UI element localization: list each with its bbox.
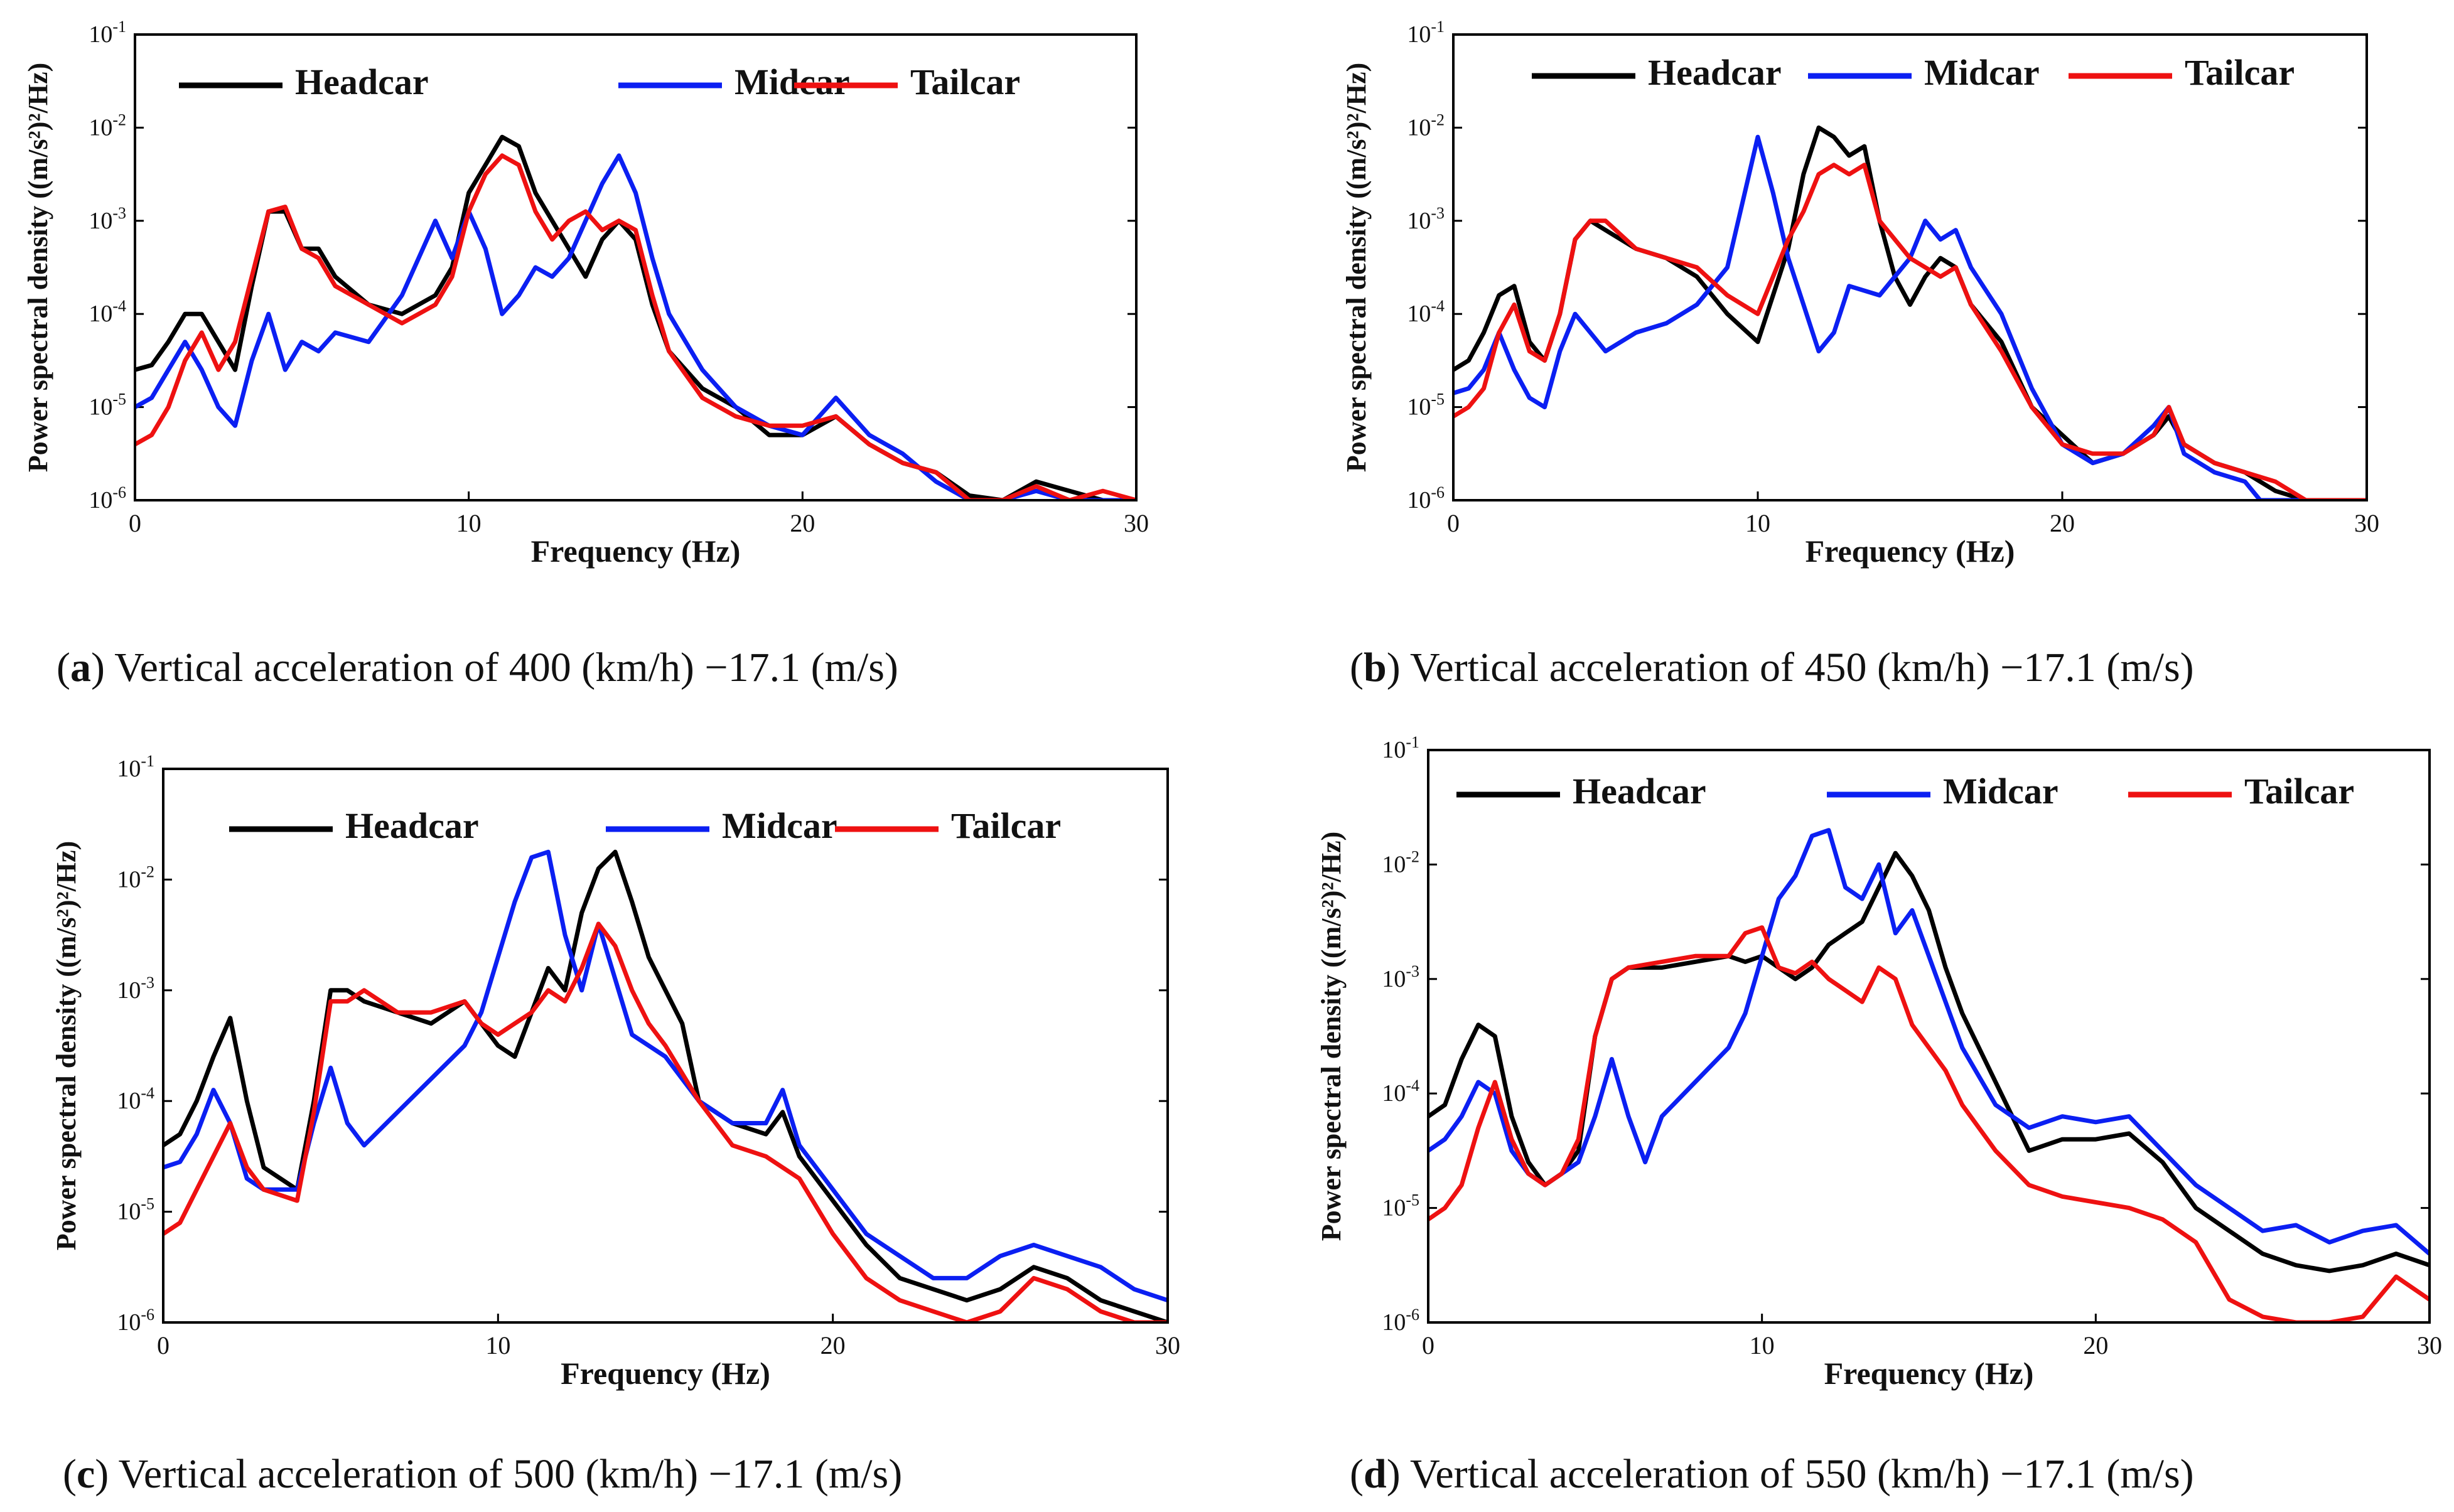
y-tick-label: 10-6: [1382, 1306, 1419, 1336]
x-tick-label: 30: [1155, 1331, 1180, 1359]
legend-label-midcar: Midcar: [1924, 52, 2040, 93]
series-line-headcar: [164, 849, 1166, 1321]
series-line-tailcar: [1429, 925, 2428, 1321]
y-tick-label: 10-4: [117, 1084, 154, 1114]
y-tick-label: 10-6: [117, 1306, 154, 1336]
x-tick-label: 30: [2417, 1331, 2442, 1359]
y-tick-label: 10-5: [1407, 390, 1445, 421]
chart-panel-b: 10-6 10-5 10-4 10-3 10-2 10-1 0 10 20 30 Frequency…: [1341, 18, 2379, 690]
plot-frame: [162, 768, 1169, 1324]
legend-label-midcar: Midcar: [735, 62, 850, 102]
y-axis-label: Power spectral density ((m/s²)²/Hz): [51, 841, 82, 1250]
plot-frame: [1452, 33, 2368, 501]
x-tick-label: 20: [821, 1331, 846, 1359]
legend-label-tailcar: Tailcar: [2244, 771, 2354, 812]
panel-caption: (d) Vertical acceleration of 550 (km/h) …: [1350, 1451, 2194, 1497]
y-tick-label: 10-3: [89, 204, 126, 234]
x-tick-label: 0: [1422, 1331, 1434, 1359]
panel-caption: (b) Vertical acceleration of 450 (km/h) …: [1350, 645, 2194, 690]
legend-label-headcar: Headcar: [1573, 771, 1706, 812]
x-tick-label: 10: [1745, 509, 1770, 537]
plot-frame: [1427, 749, 2431, 1324]
series-line-tailcar: [164, 921, 1166, 1321]
y-tick-label: 10-2: [1382, 847, 1419, 877]
y-tick-label: 10-2: [89, 110, 126, 141]
x-axis-label: Frequency (Hz): [561, 1356, 770, 1391]
x-tick-label: 20: [790, 509, 815, 537]
y-tick-label: 10-2: [1407, 110, 1445, 141]
y-tick-label: 10-1: [1407, 18, 1445, 48]
y-tick-label: 10-5: [117, 1195, 154, 1225]
y-tick-label: 10-1: [117, 752, 154, 782]
x-axis-label: Frequency (Hz): [1806, 533, 2015, 569]
x-tick-label: 10: [485, 1331, 510, 1359]
x-tick-label: 0: [157, 1331, 170, 1359]
y-tick-label: 10-6: [89, 483, 126, 513]
series-line-tailcar: [136, 153, 1135, 499]
legend-label-tailcar: Tailcar: [951, 805, 1061, 846]
x-tick-label: 30: [2354, 509, 2379, 537]
y-axis-label: Power spectral density ((m/s²)²/Hz): [1341, 63, 1372, 472]
legend-label-headcar: Headcar: [345, 805, 479, 846]
x-tick-label: 30: [1124, 509, 1149, 537]
legend-label-tailcar: Tailcar: [2185, 52, 2295, 93]
legend-label-tailcar: Tailcar: [910, 62, 1020, 102]
series-line-midcar: [164, 849, 1166, 1302]
x-tick-label: 0: [1447, 509, 1460, 537]
panel-caption: (c) Vertical acceleration of 500 (km/h) …: [63, 1451, 902, 1497]
y-tick-label: 10-3: [1382, 962, 1419, 992]
y-tick-label: 10-2: [117, 862, 154, 893]
x-tick-label: 20: [2050, 509, 2075, 537]
y-axis-label: Power spectral density ((m/s²)²/Hz): [1316, 832, 1347, 1241]
plot-frame: [134, 33, 1138, 501]
y-axis-label: Power spectral density ((m/s²)²/Hz): [23, 63, 53, 472]
series-line-midcar: [1455, 134, 2365, 499]
y-tick-label: 10-3: [117, 973, 154, 1004]
legend-label-headcar: Headcar: [295, 62, 429, 102]
y-tick-label: 10-6: [1407, 483, 1445, 513]
x-axis-label: Frequency (Hz): [1824, 1356, 2034, 1391]
chart-panel-d: 10-6 10-5 10-4 10-3 10-2 10-1 0 10 20 30 Frequency…: [1316, 733, 2442, 1497]
y-tick-label: 10-3: [1407, 204, 1445, 234]
series-line-midcar: [136, 153, 1135, 499]
chart-panel-c: 10-6 10-5 10-4 10-3 10-2 10-1 0 10 20 30 Frequency…: [51, 752, 1180, 1497]
x-axis-label: Frequency (Hz): [531, 533, 741, 569]
y-tick-label: 10-5: [89, 390, 126, 421]
legend-label-midcar: Midcar: [1943, 771, 2058, 812]
x-tick-label: 10: [456, 509, 482, 537]
x-tick-label: 10: [1750, 1331, 1775, 1359]
legend-label-midcar: Midcar: [722, 805, 837, 846]
y-tick-label: 10-1: [89, 18, 126, 48]
x-tick-label: 0: [129, 509, 141, 537]
chart-panel-a: 10-6 10-5 10-4 10-3 10-2 10-1 0 10 20 30 Frequency…: [23, 18, 1149, 690]
panel-caption: (a) Vertical acceleration of 400 (km/h) …: [57, 645, 898, 690]
y-tick-label: 10-5: [1382, 1191, 1419, 1221]
y-tick-label: 10-4: [1407, 297, 1445, 327]
y-tick-label: 10-4: [89, 297, 126, 327]
x-tick-label: 20: [2083, 1331, 2108, 1359]
legend-label-headcar: Headcar: [1648, 52, 1782, 93]
y-tick-label: 10-1: [1382, 733, 1419, 763]
y-tick-label: 10-4: [1382, 1076, 1419, 1107]
series-line-tailcar: [1455, 163, 2365, 499]
